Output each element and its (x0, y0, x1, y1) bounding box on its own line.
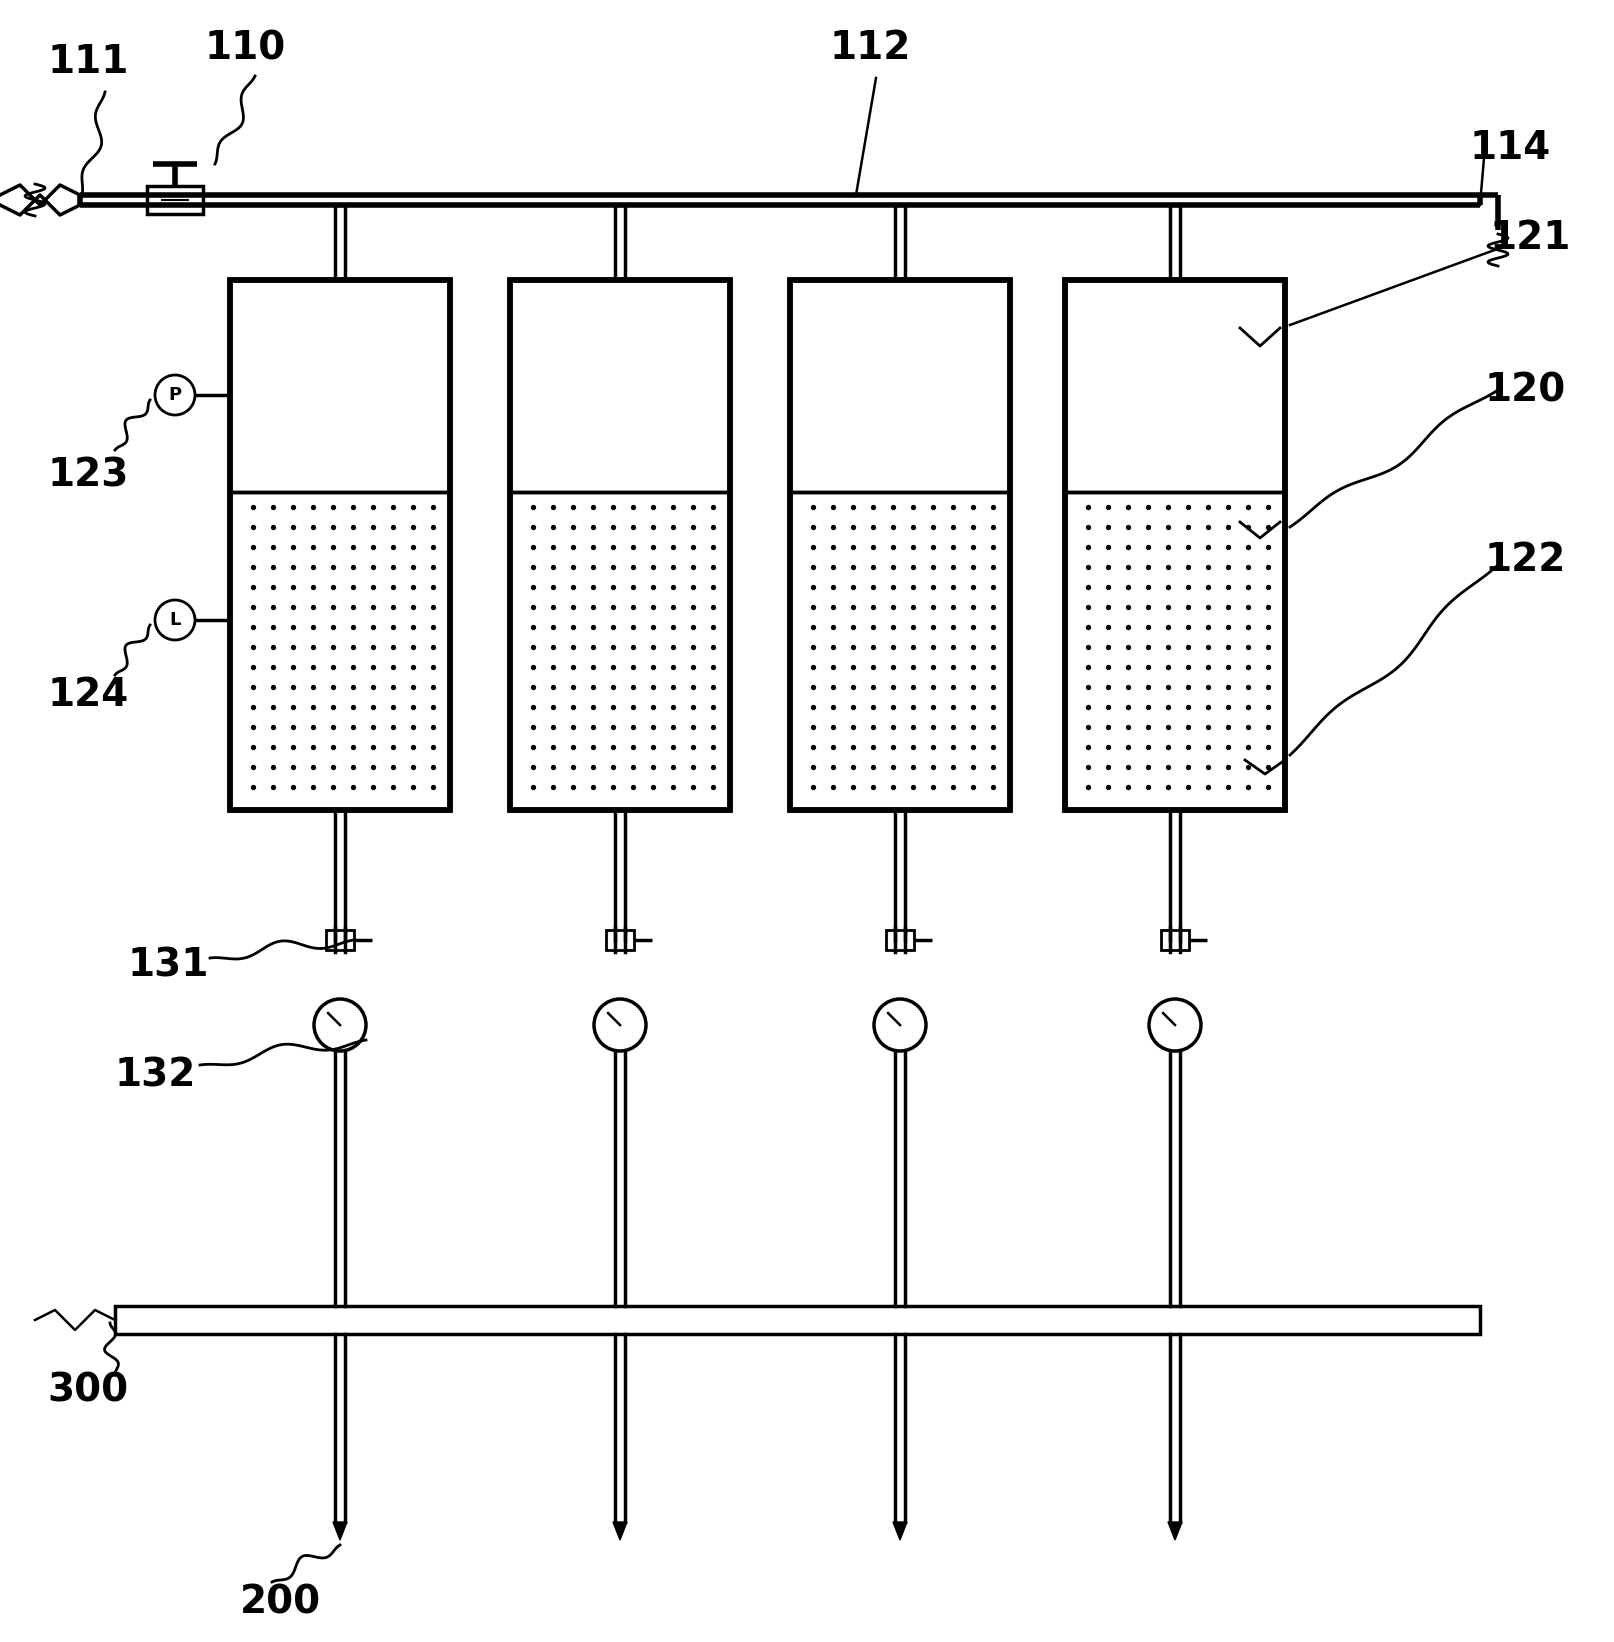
Text: 120: 120 (1485, 371, 1566, 409)
Polygon shape (613, 1522, 626, 1540)
Text: 110: 110 (205, 30, 286, 67)
Bar (510, 281, 730, 810)
Bar (886, 929, 914, 951)
Bar (510, 281, 730, 810)
Bar (605, 929, 634, 951)
Circle shape (875, 998, 926, 1051)
Text: 124: 124 (47, 677, 129, 714)
Text: 122: 122 (1485, 540, 1566, 580)
Bar (115, 1305, 1480, 1333)
Circle shape (1149, 998, 1201, 1051)
Text: 114: 114 (1469, 130, 1551, 167)
Text: P: P (168, 386, 181, 404)
Polygon shape (1169, 1522, 1181, 1540)
Bar (147, 186, 203, 213)
Text: L: L (169, 611, 181, 629)
Circle shape (594, 998, 646, 1051)
Polygon shape (893, 1522, 907, 1540)
Circle shape (155, 599, 195, 640)
Text: 200: 200 (239, 1583, 321, 1621)
Bar (1065, 281, 1285, 810)
Bar (789, 281, 1010, 810)
Text: 132: 132 (115, 1056, 195, 1094)
Bar (231, 281, 450, 810)
Text: 131: 131 (128, 946, 208, 984)
Circle shape (155, 374, 195, 415)
Bar (231, 281, 450, 810)
Text: 121: 121 (1490, 218, 1570, 258)
Text: 123: 123 (47, 456, 129, 494)
Circle shape (315, 998, 366, 1051)
Text: 112: 112 (830, 30, 910, 67)
Bar (1065, 281, 1285, 810)
Text: 111: 111 (47, 43, 129, 80)
Polygon shape (332, 1522, 347, 1540)
Bar (326, 929, 353, 951)
Bar (1160, 929, 1190, 951)
Bar (789, 281, 1010, 810)
Text: 300: 300 (47, 1371, 129, 1409)
